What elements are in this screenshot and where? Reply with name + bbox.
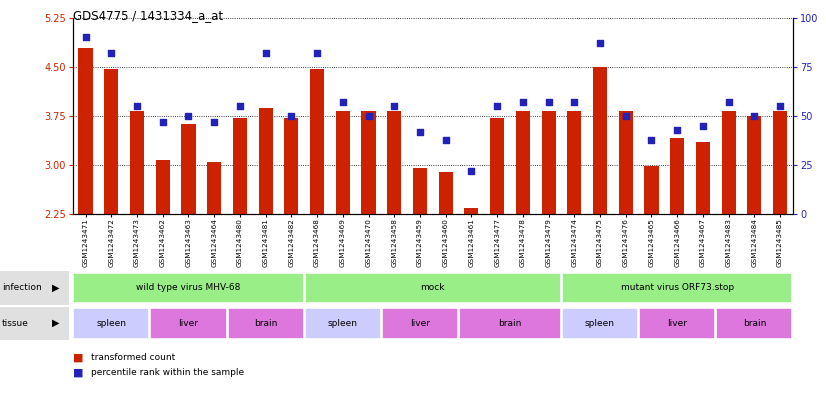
Bar: [78, 48, 93, 214]
Text: mock: mock: [420, 283, 445, 292]
Point: [311, 50, 324, 56]
Bar: [284, 118, 298, 214]
Text: ▶: ▶: [52, 318, 60, 328]
Bar: [515, 111, 530, 214]
Bar: [562, 308, 638, 339]
Text: tissue: tissue: [2, 319, 29, 328]
Point: [79, 34, 93, 40]
Bar: [259, 108, 273, 214]
Bar: [695, 142, 710, 214]
Text: transformed count: transformed count: [91, 353, 175, 362]
Bar: [773, 111, 787, 214]
Bar: [305, 308, 381, 339]
Bar: [748, 116, 762, 214]
Bar: [310, 69, 324, 214]
Point: [722, 99, 735, 105]
Text: GDS4775 / 1431334_a_at: GDS4775 / 1431334_a_at: [73, 9, 223, 22]
Text: brain: brain: [498, 319, 522, 328]
Text: spleen: spleen: [97, 319, 126, 328]
Point: [413, 129, 426, 135]
Text: wild type virus MHV-68: wild type virus MHV-68: [136, 283, 240, 292]
Point: [491, 103, 504, 109]
Point: [105, 50, 118, 56]
Text: infection: infection: [2, 283, 41, 292]
Point: [696, 123, 710, 129]
Bar: [74, 272, 304, 303]
Bar: [104, 69, 118, 214]
Bar: [459, 308, 561, 339]
Bar: [542, 111, 556, 214]
Bar: [74, 308, 150, 339]
Text: spleen: spleen: [585, 319, 615, 328]
Text: percentile rank within the sample: percentile rank within the sample: [91, 368, 244, 376]
Bar: [670, 138, 684, 214]
Text: ▶: ▶: [52, 283, 60, 293]
Bar: [150, 308, 226, 339]
Point: [182, 113, 195, 119]
Bar: [439, 172, 453, 214]
Point: [131, 103, 144, 109]
Point: [259, 50, 273, 56]
Point: [465, 168, 478, 174]
Text: liver: liver: [178, 319, 198, 328]
Point: [207, 119, 221, 125]
Bar: [233, 118, 247, 214]
Bar: [382, 308, 458, 339]
Point: [387, 103, 401, 109]
Bar: [182, 125, 196, 214]
Bar: [155, 160, 170, 214]
Bar: [722, 111, 736, 214]
Bar: [130, 111, 144, 214]
Bar: [207, 162, 221, 214]
Bar: [335, 111, 350, 214]
Text: liver: liver: [667, 319, 687, 328]
Text: brain: brain: [254, 319, 278, 328]
Point: [593, 40, 606, 46]
Bar: [387, 111, 401, 214]
Point: [671, 127, 684, 133]
Point: [620, 113, 633, 119]
Bar: [593, 67, 607, 214]
Text: ■: ■: [73, 353, 83, 363]
Bar: [716, 308, 792, 339]
Text: liver: liver: [410, 319, 430, 328]
Point: [773, 103, 786, 109]
Bar: [227, 308, 304, 339]
Bar: [639, 308, 715, 339]
Point: [748, 113, 761, 119]
Point: [439, 136, 453, 143]
Point: [362, 113, 375, 119]
Bar: [362, 111, 376, 214]
Bar: [562, 272, 792, 303]
Bar: [413, 168, 427, 214]
Point: [233, 103, 246, 109]
Bar: [305, 272, 561, 303]
Point: [156, 119, 169, 125]
Point: [336, 99, 349, 105]
Bar: [567, 111, 582, 214]
Point: [645, 136, 658, 143]
Point: [542, 99, 555, 105]
Text: brain: brain: [743, 319, 766, 328]
Bar: [619, 111, 633, 214]
Bar: [644, 166, 658, 214]
Text: spleen: spleen: [328, 319, 358, 328]
Text: ■: ■: [73, 367, 83, 377]
Point: [516, 99, 529, 105]
Bar: [464, 208, 478, 214]
Point: [567, 99, 581, 105]
Bar: [490, 118, 504, 214]
Point: [285, 113, 298, 119]
Text: mutant virus ORF73.stop: mutant virus ORF73.stop: [620, 283, 733, 292]
